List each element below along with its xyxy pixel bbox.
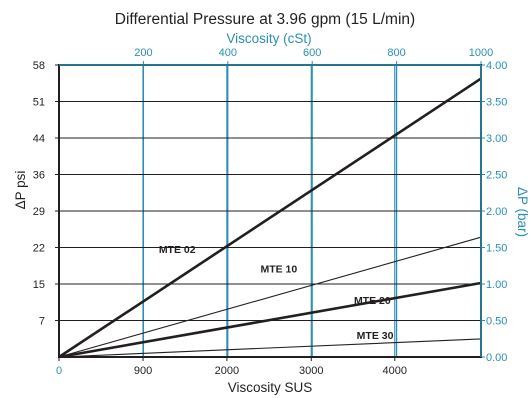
right-axis-label: ΔP (bar) <box>515 187 530 237</box>
right-tick-label: 0.00 <box>486 352 507 364</box>
bottom-axis-label: Viscosity SUS <box>228 380 313 395</box>
right-tick-label: 1.00 <box>486 279 507 291</box>
bottom-tick-label: 4000 <box>383 365 407 377</box>
left-tick-label: 36 <box>33 170 45 182</box>
right-tick-label: 1.50 <box>486 243 507 255</box>
plot-frame <box>58 64 482 358</box>
bottom-tick-label: 2000 <box>215 365 239 377</box>
bottom-tick-label: 900 <box>134 365 152 377</box>
right-tick-label: 2.50 <box>486 170 507 182</box>
right-tick-label: 3.00 <box>486 133 507 145</box>
series-lines <box>58 77 482 359</box>
left-tick-label: 22 <box>33 243 45 255</box>
left-tick-label: 44 <box>33 133 45 145</box>
series-label: MTE 20 <box>354 295 391 307</box>
top-tick-label: 200 <box>134 47 152 59</box>
series-label: MTE 02 <box>159 244 196 256</box>
top-tick-label: 1000 <box>469 47 493 59</box>
series-line <box>58 338 482 358</box>
right-tick-label: 3.50 <box>486 97 507 109</box>
left-tick-label: 15 <box>33 279 45 291</box>
right-tick-label: 4.00 <box>486 60 507 72</box>
grid-lines <box>59 65 481 357</box>
top-tick-label: 400 <box>219 47 237 59</box>
right-tick-label: 0.50 <box>486 316 507 328</box>
series-line <box>58 77 482 359</box>
bottom-tick-label: 3000 <box>299 365 323 377</box>
chart-title: Differential Pressure at 3.96 gpm (15 L/… <box>115 11 415 28</box>
right-tick-label: 2.00 <box>486 206 507 218</box>
left-axis-label: ΔP psi <box>13 171 28 210</box>
left-tick-label: 29 <box>33 206 45 218</box>
left-tick-label: 7 <box>39 316 45 328</box>
tick-labels: MTE 02 MTE 10 MTE 20 MTE 30 200 400 600 800 1000… <box>33 47 508 377</box>
top-tick-label: 600 <box>303 47 321 59</box>
series-label: MTE 10 <box>260 263 297 275</box>
top-tick-label: 800 <box>387 47 405 59</box>
left-tick-label: 58 <box>33 60 45 72</box>
left-tick-label: 51 <box>33 97 45 109</box>
bottom-tick-label: 0 <box>56 365 62 377</box>
series-line <box>58 281 482 359</box>
top-axis-label: Viscosity (cSt) <box>226 31 311 46</box>
series-label: MTE 30 <box>357 330 394 342</box>
series-line <box>58 236 482 358</box>
